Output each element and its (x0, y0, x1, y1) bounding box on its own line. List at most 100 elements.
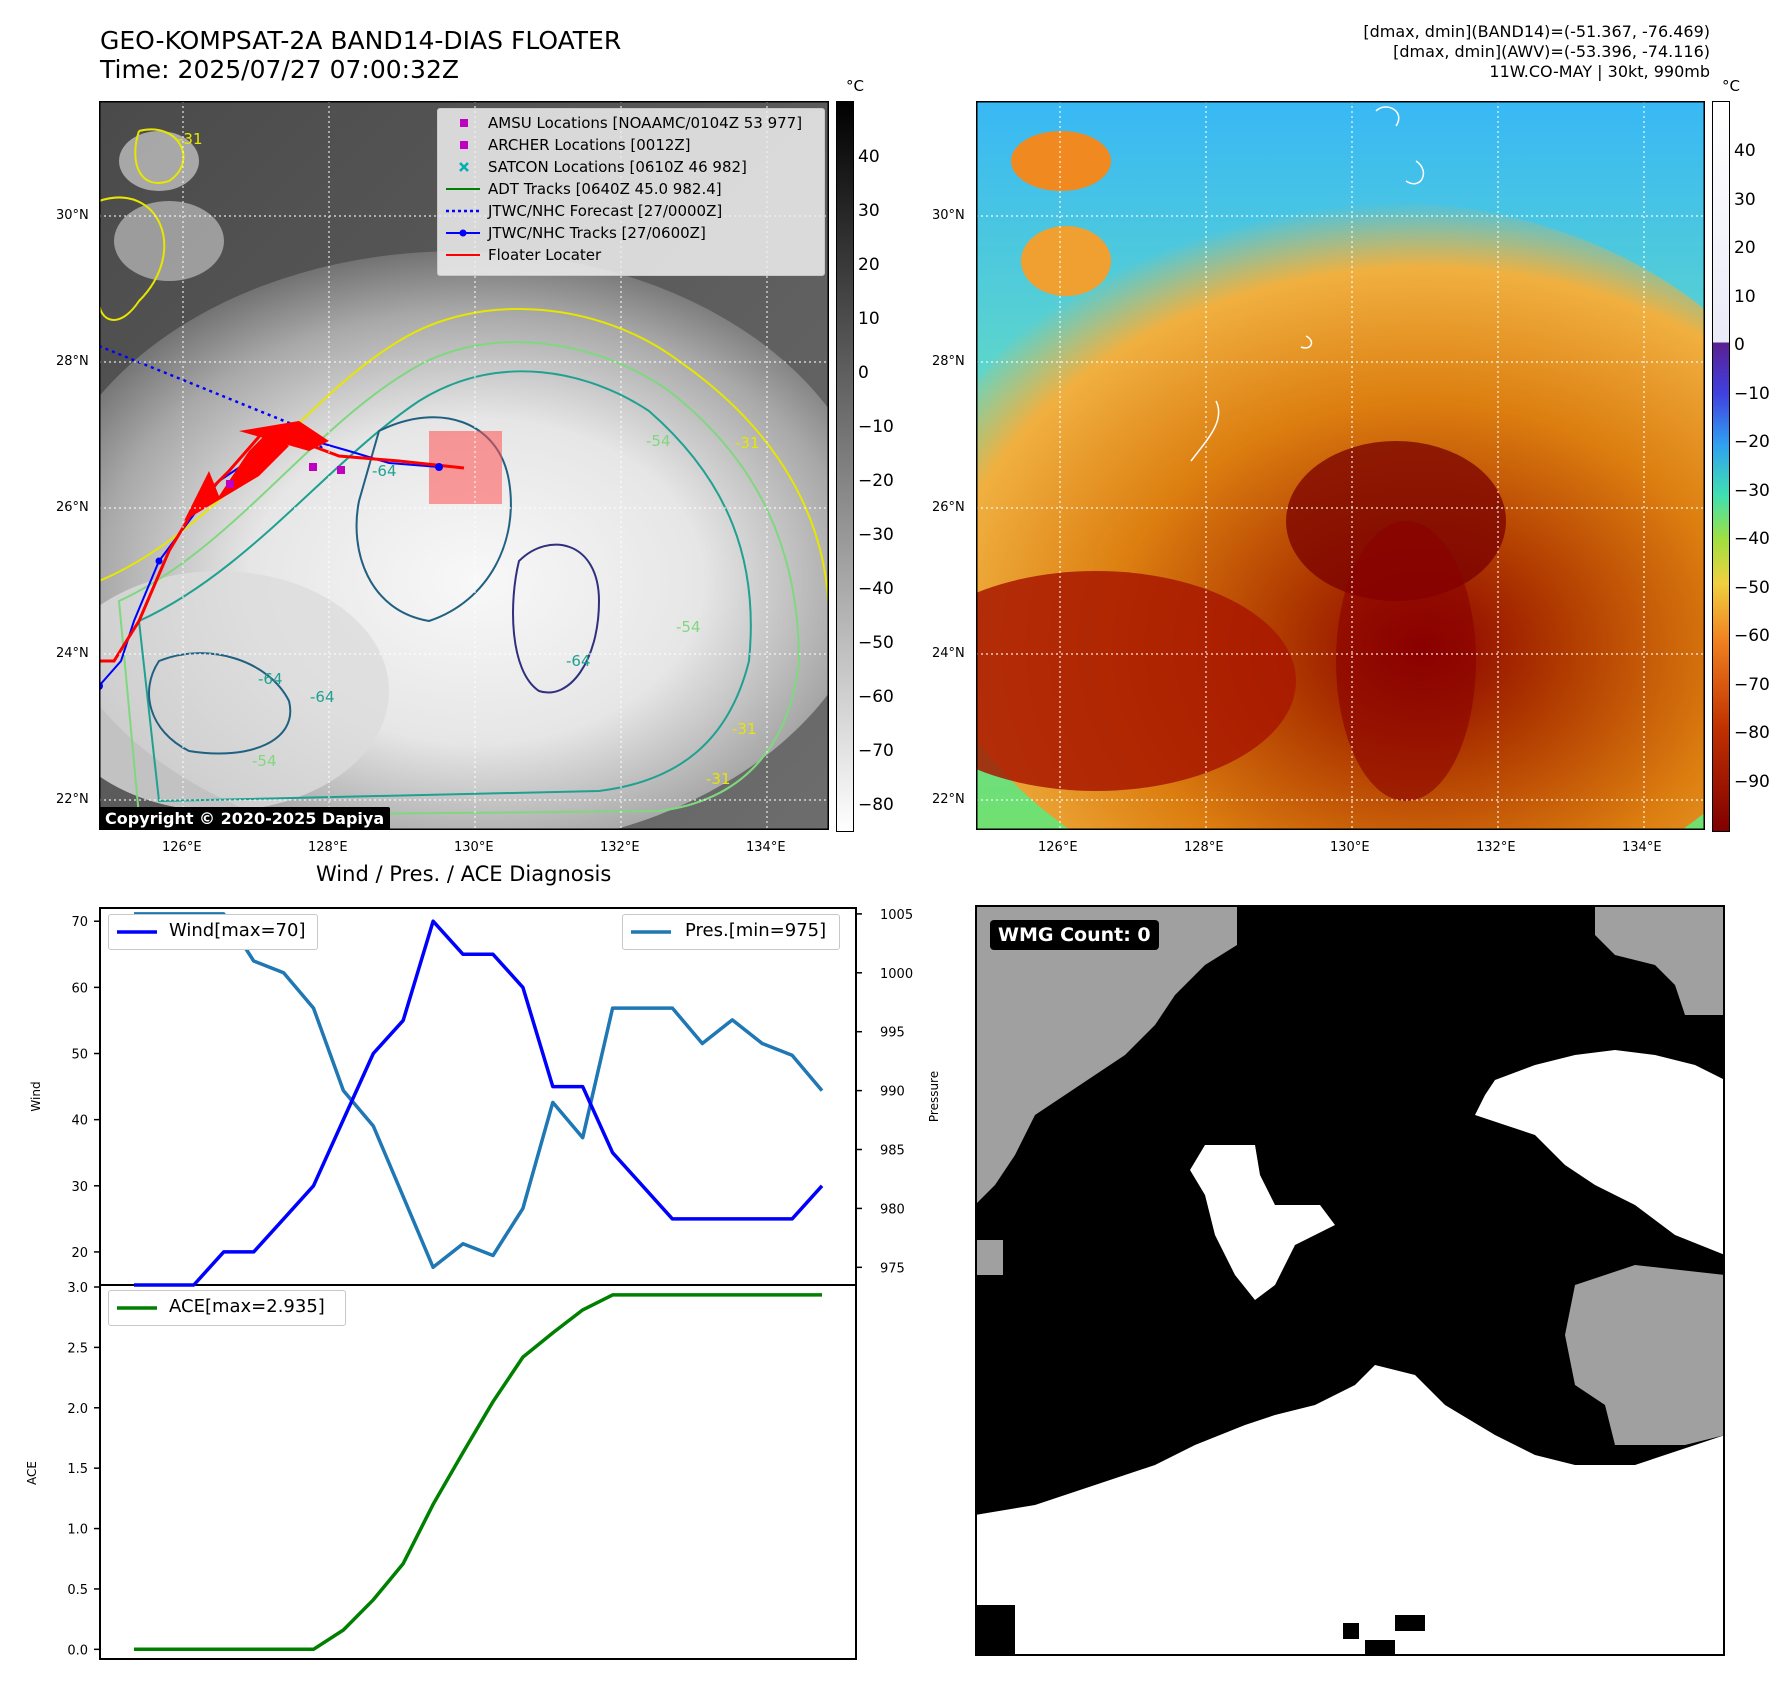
colorbar-tick: 20 (858, 255, 880, 275)
colorbar-tick: −30 (1734, 481, 1770, 501)
lat-label: 28°N (932, 354, 965, 369)
colorbar-unit: °C (1722, 77, 1740, 95)
lon-label: 128°E (308, 840, 348, 855)
lon-label: 132°E (600, 840, 640, 855)
colorbar-tick: 0 (858, 363, 869, 383)
ace-axis-label: ACE (25, 1461, 39, 1485)
lon-label: 126°E (1038, 840, 1078, 855)
colorbar-tick: −40 (1734, 529, 1770, 549)
ace-tick-label: 0.0 (67, 1643, 88, 1658)
wind-axis-label: Wind (29, 1081, 43, 1111)
lon-label: 134°E (746, 840, 786, 855)
observation-time: Time: 2025/07/27 07:00:32Z (100, 55, 459, 84)
figure-title: GEO-KOMPSAT-2A BAND14-DIAS FLOATER Time:… (100, 26, 621, 84)
colorbar-tick: 0 (1734, 335, 1745, 355)
ace-tick-label: 0.5 (67, 1583, 88, 1598)
wind-pressure-ace-chart: 20 30 40 50 60 70 975 980 985 990 995 1000 1005 0.0 0.… (25, 907, 941, 1660)
wind-legend-label: Wind[max=70] (169, 920, 306, 941)
contour-label: -64 (372, 462, 397, 480)
stats-header: [dmax, dmin](BAND14)=(-51.367, -76.469) … (1363, 22, 1710, 82)
colorbar-tick: −40 (858, 579, 894, 599)
wind-legend: Wind[max=70] (108, 914, 318, 950)
satellite-band-title: GEO-KOMPSAT-2A BAND14-DIAS FLOATER (100, 26, 622, 55)
square-marker-icon (460, 119, 468, 127)
ir-color-enhanced-map (976, 101, 1705, 830)
contour-label: -54 (646, 432, 671, 450)
contour-label: -31 (706, 770, 731, 788)
copyright-badge: Copyright © 2020-2025 Dapiya (99, 807, 391, 830)
pressure-tick-label: 990 (880, 1085, 905, 1100)
lon-label: 130°E (454, 840, 494, 855)
ace-series-line (134, 1293, 822, 1652)
wind-line-icon (117, 930, 157, 934)
colorbar-tick: 30 (1734, 190, 1756, 210)
solid-line-icon (446, 254, 480, 256)
lon-label: 134°E (1622, 840, 1662, 855)
contour-label: -64 (258, 670, 283, 688)
ir-colorbar-ticks: 40 30 20 10 0 −10 −20 −30 −40 −50 −60 −7… (858, 0, 908, 1690)
contour-label: -31 (732, 720, 757, 738)
lon-label: 126°E (162, 840, 202, 855)
wind-pressure-frame (99, 907, 857, 1286)
colorbar-tick: −90 (1734, 772, 1770, 792)
lat-label: 24°N (932, 646, 965, 661)
diagnosis-title: Wind / Pres. / ACE Diagnosis (316, 862, 612, 886)
ace-tick-label: 2.0 (67, 1402, 88, 1417)
lon-label: 130°E (1330, 840, 1370, 855)
lat-label: 24°N (56, 646, 89, 661)
wind-tick-label: 50 (71, 1048, 88, 1063)
ace-legend-label: ACE[max=2.935] (169, 1296, 325, 1317)
enhanced-colorbar (1712, 101, 1730, 832)
contour-label: -64 (566, 652, 591, 670)
colorbar-tick: −10 (1734, 384, 1770, 404)
lat-label: 30°N (56, 208, 89, 223)
colorbar-tick: −50 (1734, 578, 1770, 598)
contour-label: -54 (676, 618, 701, 636)
colorbar-tick: −10 (858, 417, 894, 437)
wind-tick-label: 40 (71, 1114, 88, 1129)
colorbar-tick: 10 (1734, 287, 1756, 307)
lon-label: 128°E (1184, 840, 1224, 855)
ace-legend: ACE[max=2.935] (108, 1290, 346, 1326)
pressure-legend-label: Pres.[min=975] (685, 920, 827, 941)
ace-tick-label: 1.0 (67, 1523, 88, 1538)
wmg-mask-panel (975, 905, 1725, 1656)
lat-label: 28°N (56, 354, 89, 369)
solid-line-icon (446, 188, 480, 190)
colorbar-tick: 10 (858, 309, 880, 329)
contour-label: -31 (178, 130, 203, 148)
wind-tick-label: 20 (71, 1246, 88, 1261)
wind-tick-label: 60 (71, 981, 88, 996)
enhanced-colorbar-ticks: 40 30 20 10 0 −10 −20 −30 −40 −50 −60 −7… (1734, 0, 1784, 1690)
colorbar-tick: 40 (1734, 141, 1756, 161)
lat-label: 22°N (56, 792, 89, 807)
pressure-tick-label: 975 (880, 1261, 905, 1276)
track-legend: AMSU Locations [NOAAMC/0104Z 53 977] ARC… (437, 108, 825, 276)
pressure-legend: Pres.[min=975] (622, 914, 840, 950)
wmg-count-badge: WMG Count: 0 (990, 920, 1159, 950)
awv-range: [dmax, dmin](AWV)=(-53.396, -74.116) (1393, 42, 1710, 61)
ace-tick-label: 2.5 (67, 1341, 88, 1356)
pressure-tick-label: 985 (880, 1144, 905, 1159)
colorbar-unit: °C (846, 77, 864, 95)
pressure-line-icon (631, 930, 671, 934)
lat-label: 26°N (932, 500, 965, 515)
line-dot-icon (446, 229, 480, 237)
pressure-tick-label: 1005 (880, 908, 913, 923)
wind-tick-label: 70 (71, 915, 88, 930)
colorbar-tick: 20 (1734, 238, 1756, 258)
square-marker-icon (460, 141, 468, 149)
lat-label: 30°N (932, 208, 965, 223)
pressure-tick-label: 995 (880, 1026, 905, 1041)
colorbar-tick: −20 (858, 471, 894, 491)
pressure-series-line (134, 912, 824, 1270)
contour-label: -54 (252, 752, 277, 770)
lon-label: 132°E (1476, 840, 1516, 855)
colorbar-tick: −70 (858, 741, 894, 761)
pressure-tick-label: 980 (880, 1202, 905, 1217)
band14-range: [dmax, dmin](BAND14)=(-51.367, -76.469) (1363, 22, 1710, 41)
lat-label: 26°N (56, 500, 89, 515)
colorbar-tick: −80 (1734, 723, 1770, 743)
pressure-tick-label: 1000 (880, 967, 913, 982)
storm-info: 11W.CO-MAY | 30kt, 990mb (1489, 62, 1710, 81)
